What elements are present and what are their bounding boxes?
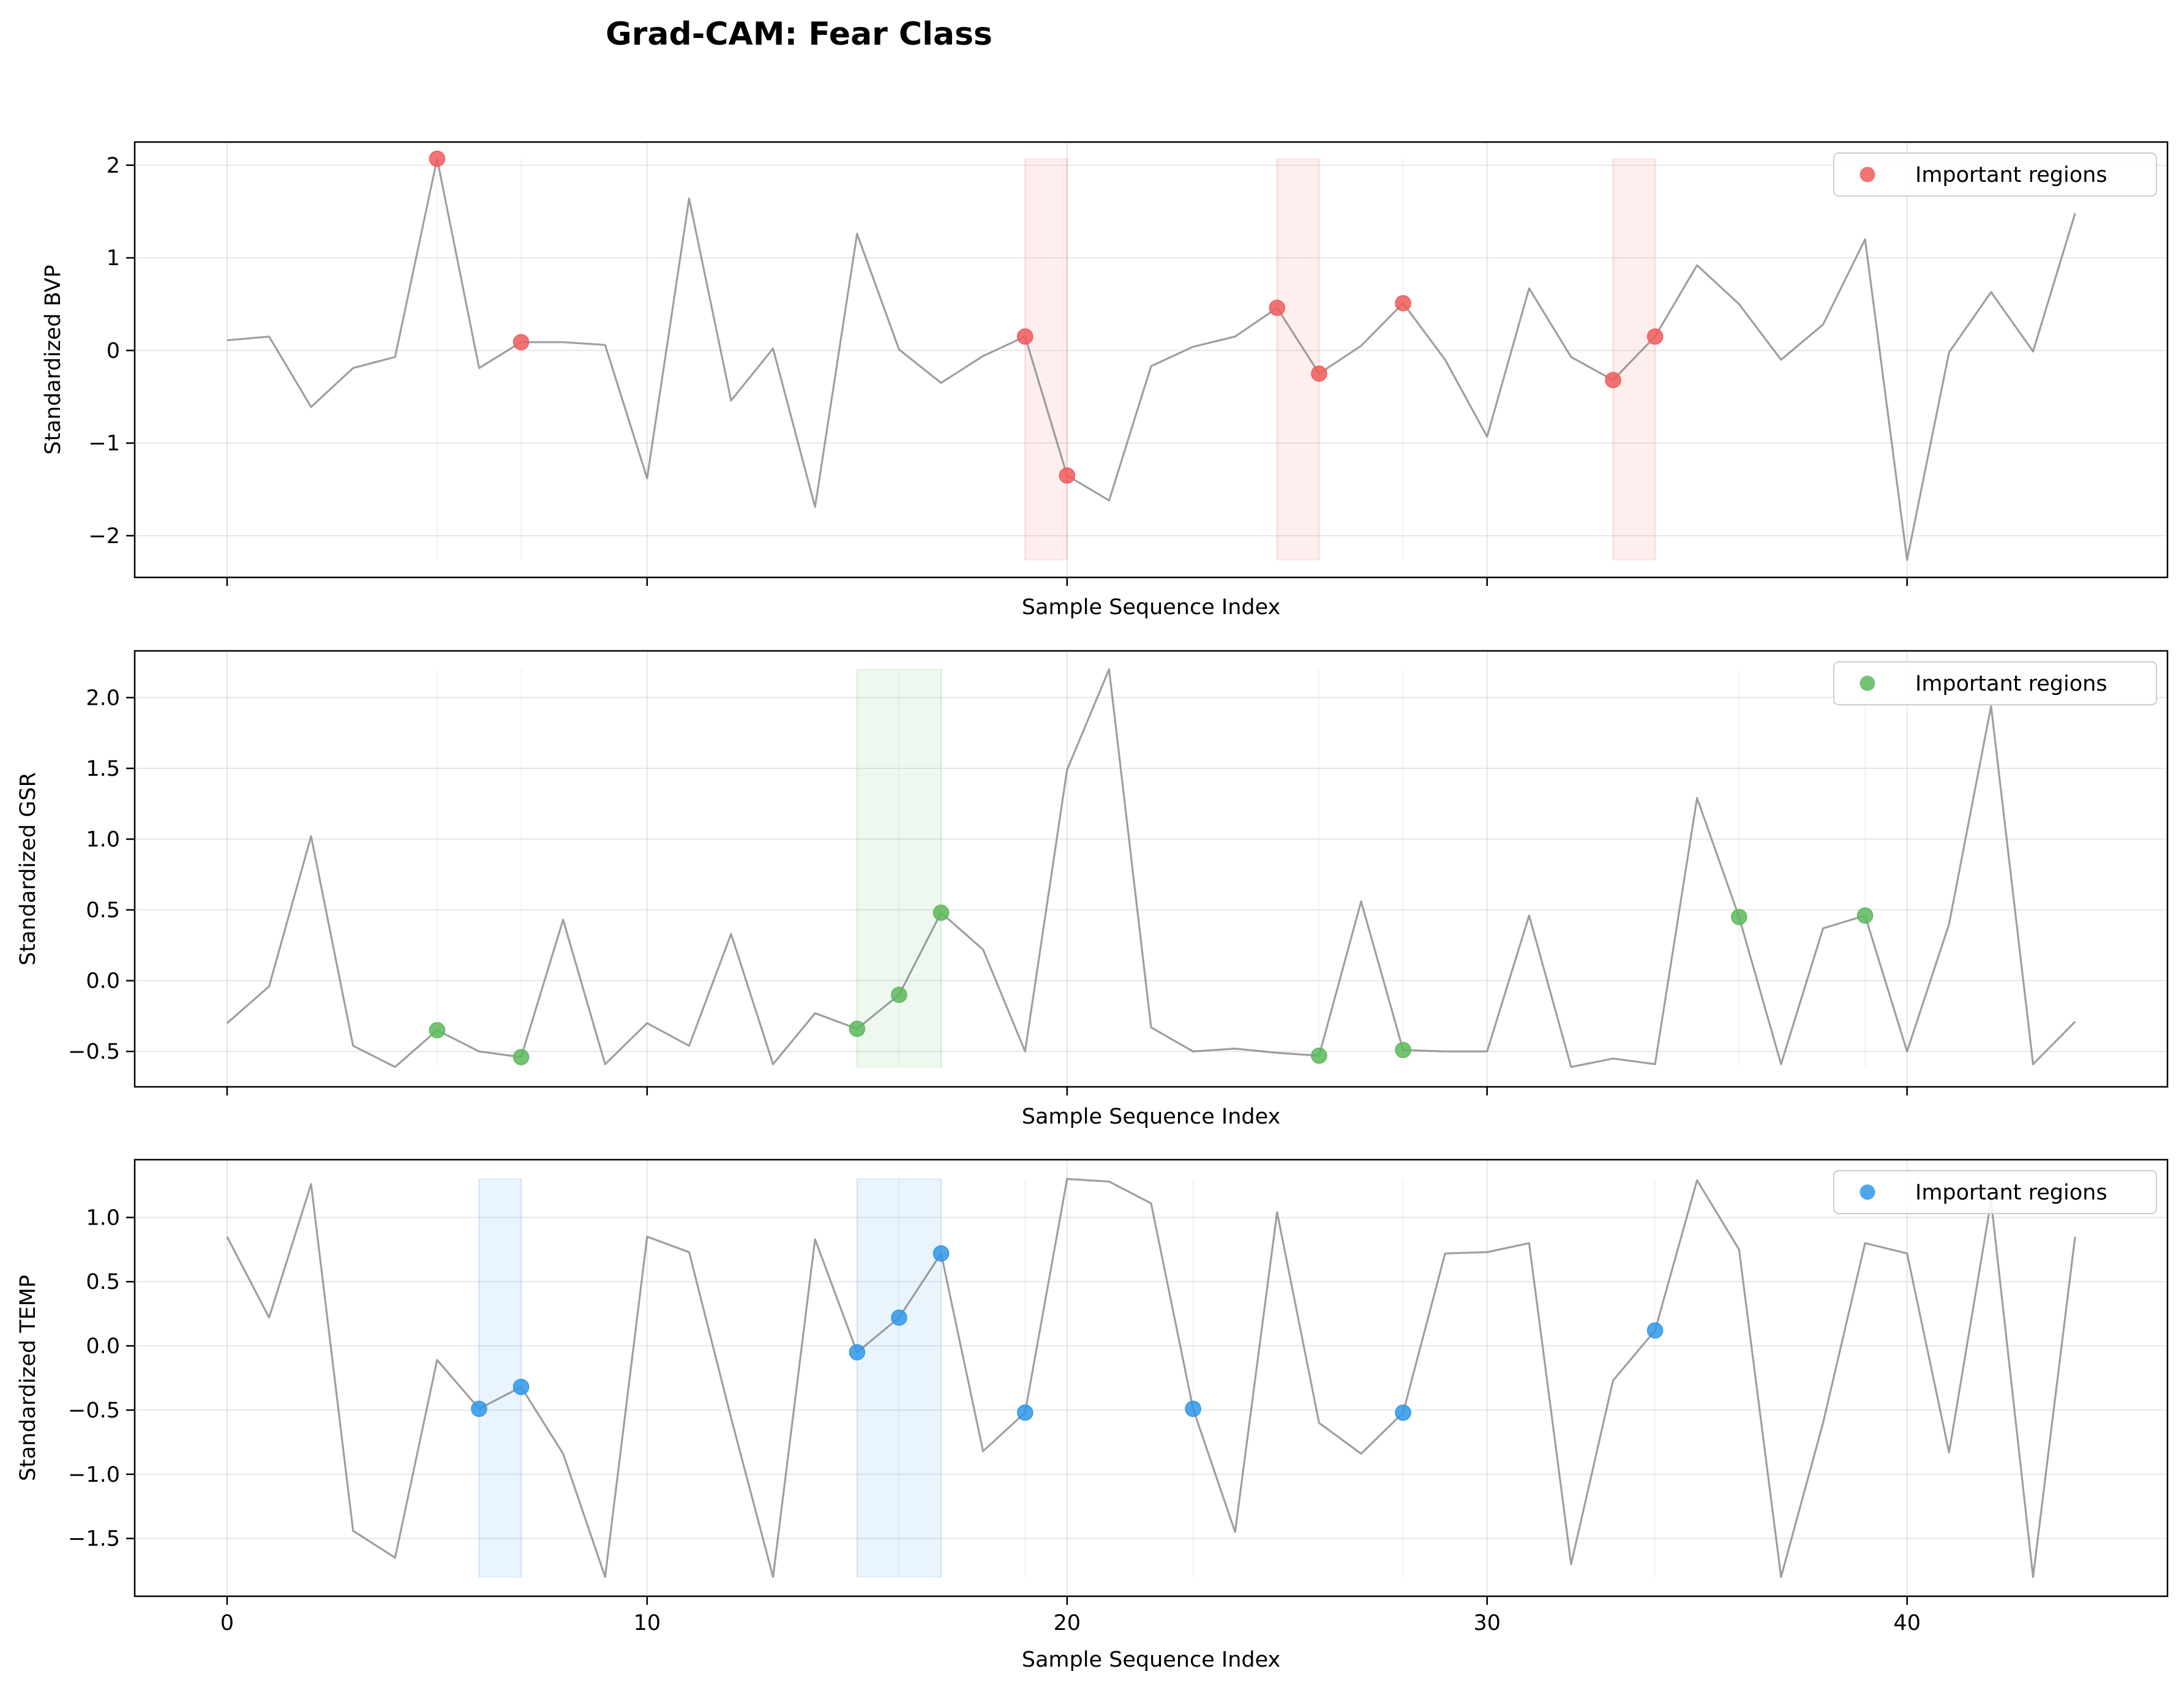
panels: −2 −1 0 1 2 Sample Sequence Index Standardized…	[16, 141, 2169, 1672]
y-tick-label: −0.5	[68, 1040, 120, 1064]
axes-frame	[133, 141, 2169, 579]
important-point	[1395, 295, 1411, 312]
important-point	[429, 150, 446, 167]
y-tick-label: 0.5	[86, 898, 120, 923]
important-point	[1016, 1404, 1034, 1421]
x-tick-label: 0	[220, 1611, 234, 1635]
important-point	[512, 1378, 530, 1395]
important-point	[1646, 328, 1664, 345]
x-tick-label: 10	[634, 1611, 661, 1635]
chart-panel-1: −0.5 0.0 0.5 1.0 1.5 2.0 Sample Sequence Index…	[16, 650, 2169, 1129]
figure-title: Grad-CAM: Fear Class	[606, 16, 993, 53]
y-tick-label: 0.0	[86, 969, 120, 994]
important-point	[933, 1245, 950, 1262]
y-tick-label: −1.5	[68, 1527, 120, 1552]
y-tick-label: 1.5	[86, 757, 120, 781]
y-tick-label: 0	[107, 339, 120, 363]
axes-frame	[133, 650, 2169, 1088]
highlight-region	[1276, 158, 1320, 561]
y-tick-label: 1.0	[86, 827, 120, 852]
y-tick-label: −1	[88, 432, 120, 456]
signal-line	[226, 1177, 2076, 1579]
important-point	[1311, 365, 1327, 382]
important-point	[512, 334, 530, 351]
important-point	[1269, 299, 1286, 317]
y-tick-label: 1	[107, 246, 120, 271]
legend: Important regions	[1833, 1170, 2157, 1214]
important-point	[849, 1020, 866, 1037]
chart-panel-2: 0 10 20 30 40 −1.5 −1.0 −0.5 0.0 0.5 1.0 Sample Seq…	[16, 1158, 2169, 1672]
legend-box	[1833, 152, 2157, 197]
x-axis-label: Sample Sequence Index	[1022, 595, 1280, 620]
important-point	[891, 986, 907, 1003]
legend: Important regions	[1833, 661, 2157, 705]
y-tick-label: 0.0	[86, 1334, 120, 1359]
important-point	[1311, 1047, 1327, 1064]
y-tick-label: −1.0	[68, 1463, 120, 1487]
y-axis-label: Standardized BVP	[41, 265, 66, 454]
important-point	[1016, 328, 1034, 345]
important-point	[1059, 467, 1076, 484]
important-point	[1856, 907, 1874, 924]
legend-label: Important regions	[1915, 163, 2107, 187]
legend-box	[1833, 1170, 2157, 1214]
x-axis-label: Sample Sequence Index	[1022, 1105, 1280, 1129]
legend-marker	[1859, 167, 1875, 182]
y-tick-label: −0.5	[68, 1398, 120, 1423]
important-point	[933, 904, 950, 921]
x-axis-label: Sample Sequence Index	[1022, 1648, 1280, 1672]
important-point	[1185, 1400, 1201, 1417]
y-axis-label: Standardized GSR	[16, 772, 40, 966]
legend-marker	[1859, 675, 1875, 691]
legend-label: Important regions	[1915, 672, 2107, 696]
y-tick-label: 1.0	[86, 1206, 120, 1230]
legend-marker	[1859, 1184, 1875, 1200]
x-tick-label: 20	[1054, 1611, 1081, 1635]
important-point	[849, 1344, 866, 1361]
highlight-region	[856, 669, 942, 1068]
signal-line	[226, 668, 2076, 1068]
x-tick-label: 30	[1473, 1611, 1501, 1635]
x-tick-label: 40	[1893, 1611, 1921, 1635]
axes-frame	[133, 1158, 2169, 1597]
legend-label: Important regions	[1915, 1181, 2107, 1205]
important-point	[1731, 909, 1747, 925]
y-tick-label: 2.0	[86, 686, 120, 710]
signal-line	[227, 157, 2076, 561]
y-tick-label: −2	[88, 524, 120, 549]
y-tick-label: 2	[107, 154, 120, 178]
highlight-region	[478, 1178, 522, 1578]
important-point	[471, 1400, 487, 1417]
chart-panel-0: −2 −1 0 1 2 Sample Sequence Index Standardized…	[41, 141, 2169, 620]
important-point	[1395, 1042, 1411, 1059]
important-point	[891, 1309, 907, 1326]
important-point	[1395, 1404, 1411, 1421]
y-tick-label: 0.5	[86, 1270, 120, 1294]
important-point	[429, 1022, 446, 1038]
important-point	[512, 1049, 530, 1065]
legend-box	[1833, 661, 2157, 705]
y-axis-label: Standardized TEMP	[16, 1275, 40, 1481]
highlight-region	[856, 1178, 942, 1578]
important-point	[1605, 372, 1621, 389]
legend: Important regions	[1833, 152, 2157, 197]
important-point	[1646, 1322, 1664, 1339]
